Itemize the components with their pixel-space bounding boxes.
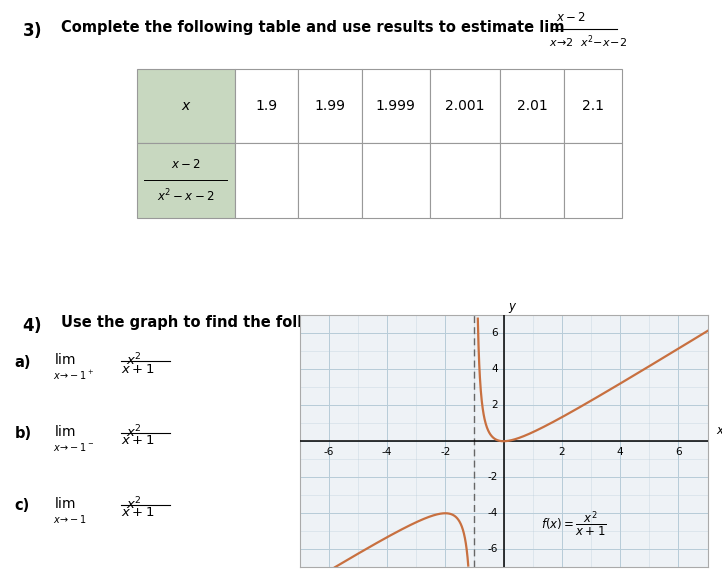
Text: y: y xyxy=(508,300,515,313)
Bar xyxy=(298,143,362,218)
Bar xyxy=(137,69,235,143)
Text: $f(x) = \dfrac{x^2}{x+1}$: $f(x) = \dfrac{x^2}{x+1}$ xyxy=(542,509,607,539)
Text: $x\!\to\!-1^-$: $x\!\to\!-1^-$ xyxy=(53,441,94,453)
Bar xyxy=(362,143,430,218)
Text: -6: -6 xyxy=(323,446,334,457)
Text: $x\!\to\!2\ \ x^2\!-\!x\!-\!2$: $x\!\to\!2\ \ x^2\!-\!x\!-\!2$ xyxy=(549,33,627,49)
Text: $x$: $x$ xyxy=(180,99,191,113)
Text: $\lim$: $\lim$ xyxy=(54,496,77,511)
Text: $x^2 - x - 2$: $x^2 - x - 2$ xyxy=(157,188,214,205)
Text: -2: -2 xyxy=(487,472,497,482)
Bar xyxy=(235,69,298,143)
Text: $\mathbf{4)}$: $\mathbf{4)}$ xyxy=(22,315,41,335)
Text: 6: 6 xyxy=(675,446,682,457)
Text: $x\!\to\!-1$: $x\!\to\!-1$ xyxy=(53,513,87,525)
Text: $x+1$: $x+1$ xyxy=(121,434,155,448)
Text: $\lim$: $\lim$ xyxy=(54,425,77,439)
Text: 2.01: 2.01 xyxy=(517,99,547,113)
Text: 2.001: 2.001 xyxy=(445,99,484,113)
Text: Use the graph to find the following limits:: Use the graph to find the following limi… xyxy=(61,315,409,329)
Text: $x+1$: $x+1$ xyxy=(121,363,155,375)
Text: $\lim$: $\lim$ xyxy=(54,352,77,367)
Text: $\mathbf{3)}$: $\mathbf{3)}$ xyxy=(22,20,41,40)
Text: -2: -2 xyxy=(440,446,451,457)
Text: -4: -4 xyxy=(382,446,392,457)
Bar xyxy=(430,69,500,143)
Text: $x\!\to\!-1^+$: $x\!\to\!-1^+$ xyxy=(53,369,94,382)
Text: 1.99: 1.99 xyxy=(315,99,345,113)
Text: -6: -6 xyxy=(487,544,497,554)
Text: b): b) xyxy=(14,426,32,441)
Text: $x^2$: $x^2$ xyxy=(126,496,142,512)
Bar xyxy=(235,143,298,218)
Text: 2.1: 2.1 xyxy=(582,99,604,113)
Text: 1.999: 1.999 xyxy=(375,99,416,113)
Text: 2: 2 xyxy=(559,446,565,457)
Text: Complete the following table and use results to estimate lim: Complete the following table and use res… xyxy=(61,20,565,35)
Bar xyxy=(298,69,362,143)
Bar xyxy=(564,143,622,218)
Text: 6: 6 xyxy=(491,328,497,338)
Text: $x - 2$: $x - 2$ xyxy=(171,158,201,171)
Text: a): a) xyxy=(14,355,31,370)
Bar xyxy=(137,143,235,218)
Text: c): c) xyxy=(14,499,30,513)
Text: $x^2$: $x^2$ xyxy=(126,424,142,441)
Bar xyxy=(500,143,564,218)
Bar xyxy=(564,69,622,143)
Bar xyxy=(430,143,500,218)
Text: 4: 4 xyxy=(617,446,624,457)
Text: 2: 2 xyxy=(491,400,497,410)
Text: 4: 4 xyxy=(491,364,497,374)
Text: $x-2$: $x-2$ xyxy=(556,11,586,25)
Text: x: x xyxy=(716,423,722,437)
Text: $x+1$: $x+1$ xyxy=(121,507,155,519)
Text: $x^2$: $x^2$ xyxy=(126,352,142,368)
Bar xyxy=(362,69,430,143)
Bar xyxy=(500,69,564,143)
Text: -4: -4 xyxy=(487,508,497,518)
Text: 1.9: 1.9 xyxy=(256,99,277,113)
